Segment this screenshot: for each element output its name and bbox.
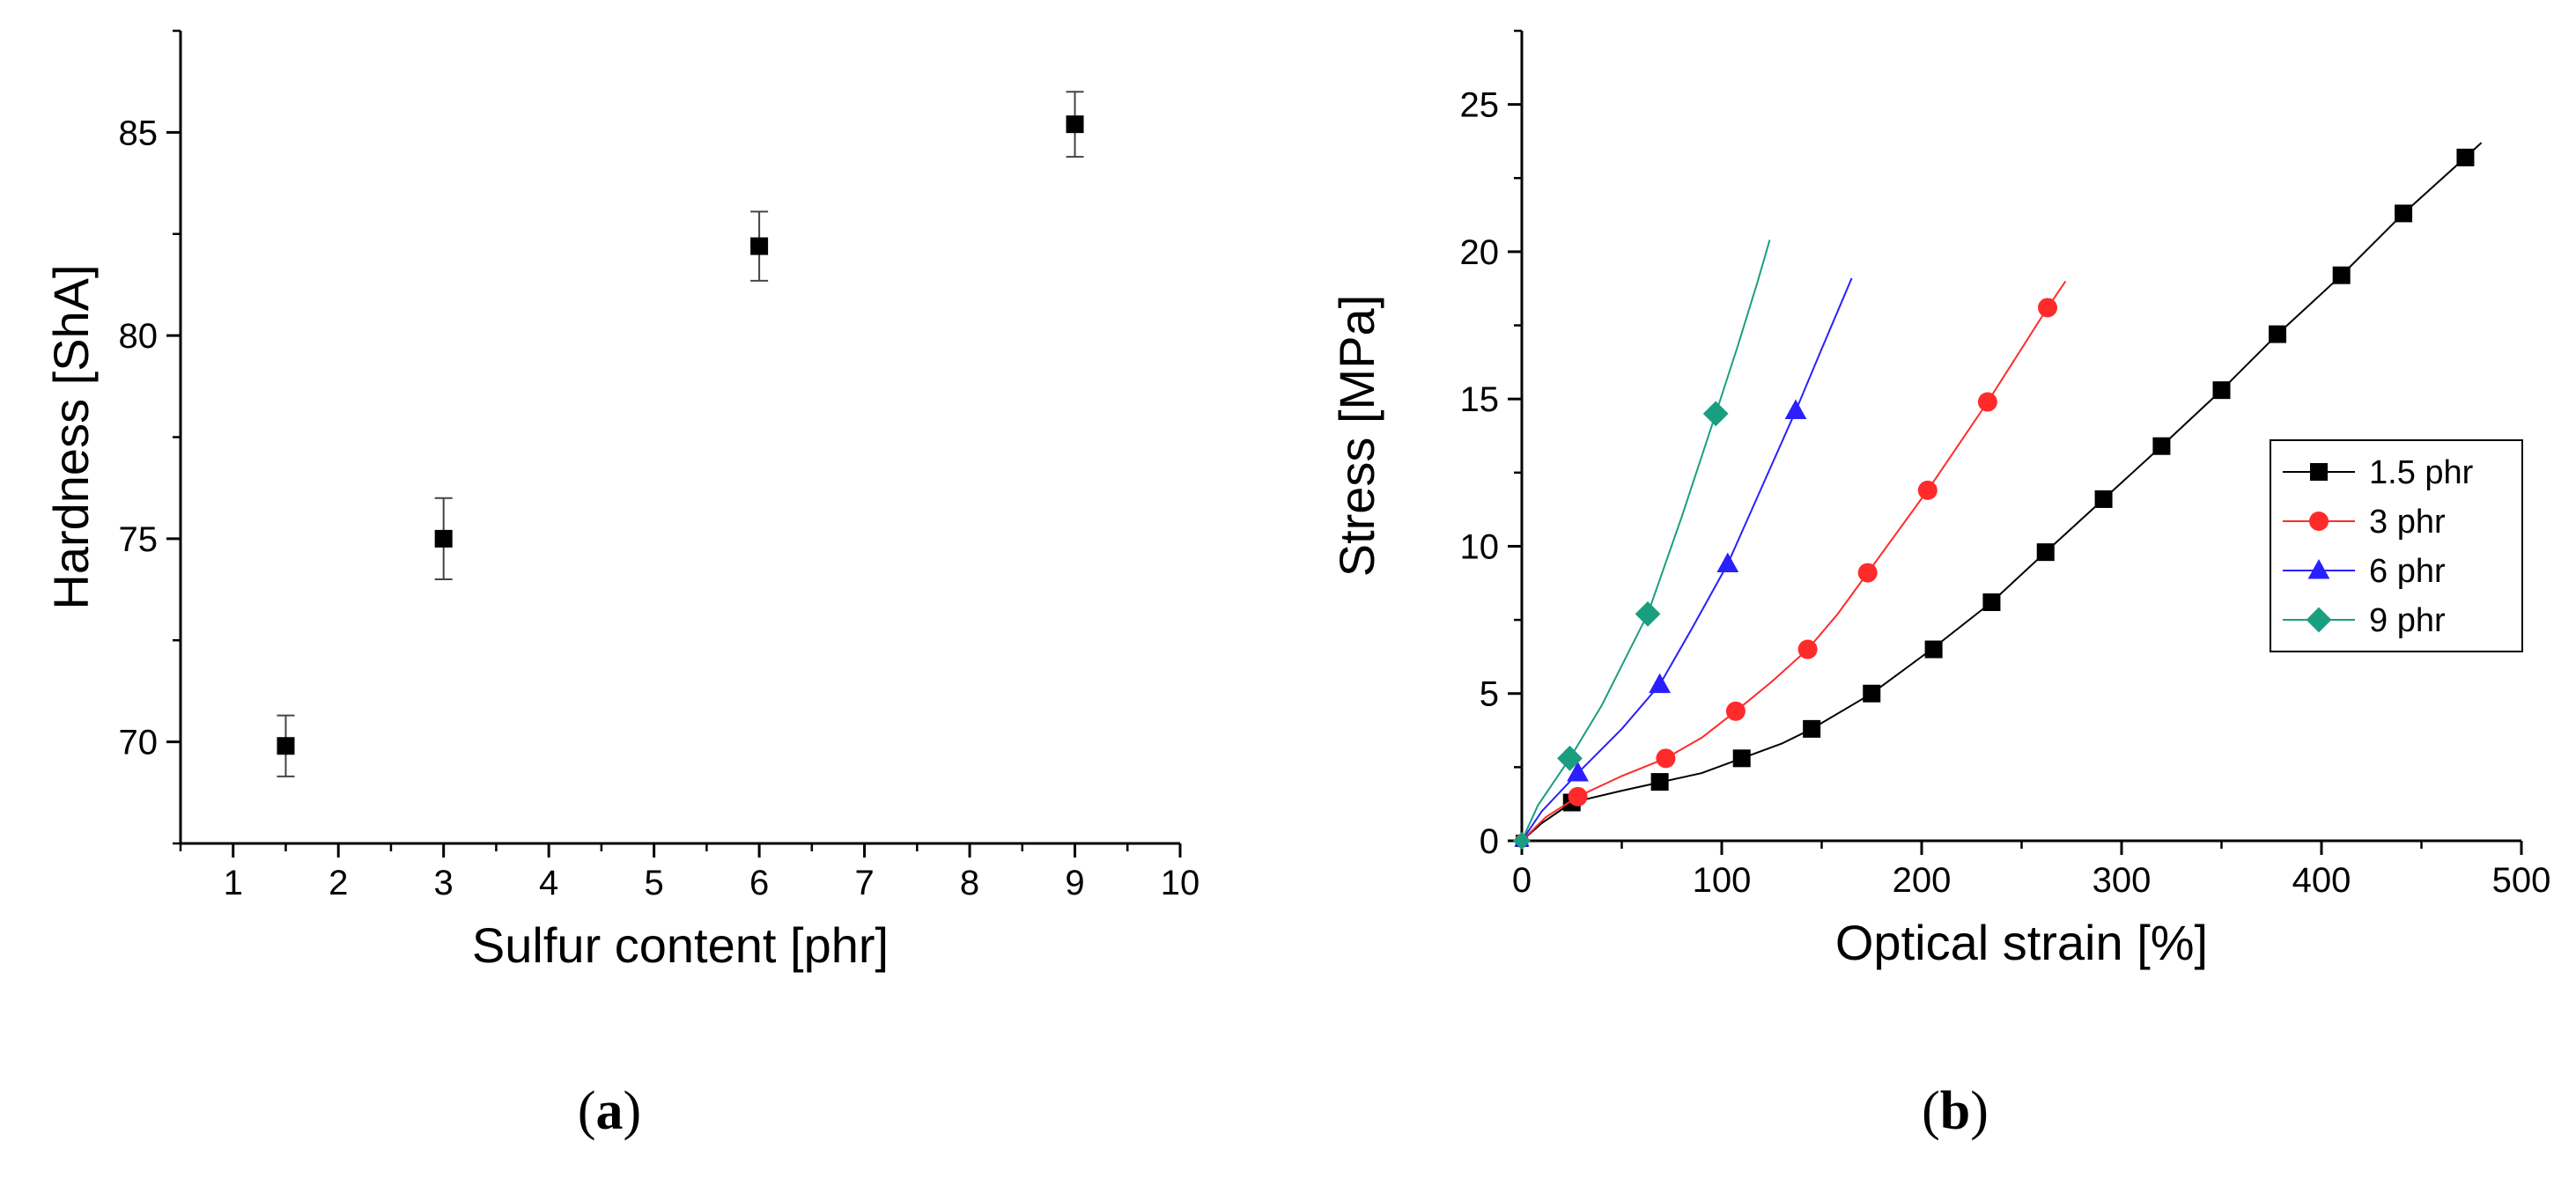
series-point-1 — [1803, 719, 1821, 738]
legend-marker — [2309, 512, 2329, 531]
x-tick-label: 10 — [1161, 864, 1200, 902]
x-tick-label: 3 — [434, 864, 454, 902]
series-point-4 — [1557, 745, 1583, 771]
x-tick-label: 7 — [854, 864, 874, 902]
x-tick-label: 200 — [1893, 861, 1952, 900]
caption-a: (a) — [578, 1081, 641, 1141]
series-point-3 — [1784, 399, 1807, 420]
series-point-1 — [2152, 437, 2171, 455]
caption-b: (b) — [1922, 1081, 1989, 1141]
series-point-4 — [1702, 401, 1729, 427]
x-tick-label: 4 — [539, 864, 558, 902]
legend-label: 6 phr — [2369, 553, 2446, 590]
caption-a-letter: a — [596, 1081, 624, 1141]
caption-a-open: ( — [578, 1081, 596, 1141]
x-tick-label: 300 — [2093, 861, 2152, 900]
series-point-1 — [2212, 381, 2231, 400]
series-point-1 — [2269, 325, 2287, 343]
x-axis-label: Sulfur content [phr] — [472, 917, 889, 973]
series-point-1 — [2094, 490, 2113, 508]
legend-label: 9 phr — [2369, 602, 2446, 639]
caption-b-open: ( — [1922, 1081, 1940, 1141]
series-point-2 — [1656, 748, 1676, 769]
y-tick-label: 0 — [1480, 822, 1499, 861]
series-line-4 — [1521, 239, 1771, 842]
y-tick-label: 25 — [1460, 86, 1500, 125]
legend-marker — [2310, 463, 2328, 481]
series-point-2 — [1977, 392, 1997, 412]
legend-marker — [2307, 558, 2330, 579]
x-tick-label: 500 — [2492, 861, 2551, 900]
series-point-2 — [1797, 639, 1818, 659]
panel-b-chart: 0 100 200 300 400 500 0 5 10 15 20 25 Optical strain… — [1329, 29, 2551, 970]
data-point — [277, 737, 295, 755]
series-point-1 — [2395, 204, 2413, 223]
series-point-2 — [2038, 298, 2058, 318]
y-tick-label: 20 — [1460, 233, 1500, 272]
x-tick-label: 6 — [749, 864, 769, 902]
legend-label: 1.5 phr — [2369, 454, 2474, 491]
series-point-1 — [1650, 773, 1669, 791]
x-tick-label: 2 — [328, 864, 348, 902]
y-tick-label: 10 — [1460, 527, 1500, 566]
y-axis-label: Stress [MPa] — [1329, 295, 1384, 578]
x-tick-label: 1 — [224, 864, 243, 902]
x-tick-label: 8 — [960, 864, 979, 902]
caption-a-close: ) — [624, 1081, 642, 1141]
series-line-2 — [1521, 280, 2067, 842]
series-origin-4 — [1512, 831, 1532, 850]
series-point-2 — [1857, 563, 1878, 583]
x-tick-label: 0 — [1512, 861, 1532, 900]
y-tick-label: 15 — [1460, 380, 1500, 419]
series-point-1 — [1732, 749, 1751, 768]
series-point-1 — [1863, 684, 1881, 703]
series-point-3 — [1567, 762, 1589, 782]
series-point-4 — [1635, 601, 1661, 627]
legend-label: 3 phr — [2369, 504, 2446, 541]
x-tick-label: 400 — [2292, 861, 2351, 900]
series-point-2 — [1917, 480, 1938, 500]
series-point-3 — [1649, 673, 1672, 694]
series-point-3 — [1716, 552, 1739, 572]
caption-b-close: ) — [1970, 1081, 1989, 1141]
x-axis-label: Optical strain [%] — [1835, 915, 2208, 970]
x-tick-label: 100 — [1693, 861, 1752, 900]
data-point — [1066, 115, 1084, 134]
x-tick-label: 9 — [1065, 864, 1084, 902]
x-tick-label: 5 — [645, 864, 664, 902]
series-point-1 — [1924, 640, 1943, 659]
caption-b-letter: b — [1940, 1081, 1970, 1141]
y-axis-label: Hardness [ShA] — [43, 264, 99, 609]
panel-a-chart: 1 2 3 4 5 6 7 8 9 10 70 75 80 85 Sulfur content [phr] H… — [43, 29, 1200, 973]
series-point-2 — [1725, 701, 1746, 721]
series-point-1 — [1982, 593, 2001, 612]
y-tick-label: 5 — [1480, 675, 1499, 714]
series-point-1 — [2456, 148, 2475, 166]
series-point-1 — [2036, 543, 2055, 562]
data-point — [434, 529, 453, 548]
y-tick-label: 85 — [119, 114, 159, 152]
y-tick-label: 70 — [119, 724, 159, 762]
series-point-1 — [2332, 266, 2351, 284]
series-point-2 — [1568, 786, 1588, 806]
y-tick-label: 80 — [119, 317, 159, 356]
y-tick-label: 75 — [119, 520, 159, 559]
legend-marker — [2306, 607, 2332, 633]
data-point — [750, 237, 769, 255]
